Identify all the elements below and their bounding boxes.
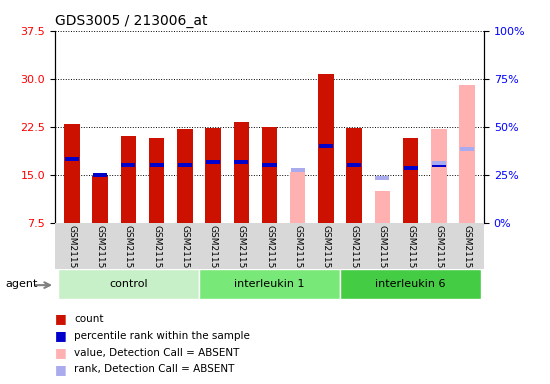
- Text: GSM211505: GSM211505: [208, 225, 218, 280]
- Text: rank, Detection Call = ABSENT: rank, Detection Call = ABSENT: [74, 364, 235, 374]
- Bar: [122, 163, 135, 167]
- Bar: [262, 163, 277, 167]
- Text: GSM211510: GSM211510: [350, 225, 359, 280]
- Bar: [346, 128, 362, 223]
- Text: GSM211506: GSM211506: [237, 225, 246, 280]
- Text: value, Detection Call = ABSENT: value, Detection Call = ABSENT: [74, 348, 240, 358]
- Bar: [459, 85, 475, 223]
- Bar: [149, 137, 164, 223]
- Bar: [150, 163, 164, 167]
- Bar: [234, 122, 249, 223]
- Bar: [347, 163, 361, 167]
- Bar: [290, 172, 305, 223]
- Text: GSM211514: GSM211514: [463, 225, 471, 280]
- Bar: [234, 160, 249, 164]
- Text: GDS3005 / 213006_at: GDS3005 / 213006_at: [55, 14, 207, 28]
- Bar: [432, 161, 446, 165]
- Text: ■: ■: [55, 363, 67, 376]
- Text: GSM211512: GSM211512: [406, 225, 415, 280]
- Text: ■: ■: [55, 329, 67, 342]
- Text: agent: agent: [6, 279, 38, 289]
- Bar: [64, 124, 80, 223]
- FancyBboxPatch shape: [199, 270, 340, 299]
- Text: GSM211507: GSM211507: [265, 225, 274, 280]
- Text: GSM211503: GSM211503: [152, 225, 161, 280]
- Bar: [206, 160, 220, 164]
- Bar: [120, 136, 136, 223]
- Text: interleukin 6: interleukin 6: [375, 279, 446, 289]
- Bar: [403, 137, 419, 223]
- Bar: [290, 168, 305, 172]
- Text: GSM211500: GSM211500: [68, 225, 76, 280]
- FancyBboxPatch shape: [58, 270, 199, 299]
- Bar: [375, 176, 389, 180]
- Bar: [431, 129, 447, 223]
- Bar: [431, 129, 447, 223]
- Bar: [319, 144, 333, 148]
- Bar: [432, 163, 446, 167]
- Bar: [375, 191, 390, 223]
- Text: GSM211504: GSM211504: [180, 225, 189, 280]
- Bar: [262, 127, 277, 223]
- Text: count: count: [74, 314, 104, 324]
- Text: interleukin 1: interleukin 1: [234, 279, 305, 289]
- Bar: [177, 129, 192, 223]
- Text: GSM211509: GSM211509: [321, 225, 331, 280]
- Text: percentile rank within the sample: percentile rank within the sample: [74, 331, 250, 341]
- FancyBboxPatch shape: [340, 270, 481, 299]
- Text: GSM211511: GSM211511: [378, 225, 387, 280]
- Bar: [93, 173, 107, 177]
- Text: GSM211502: GSM211502: [124, 225, 133, 280]
- Text: control: control: [109, 279, 148, 289]
- Text: GSM211508: GSM211508: [293, 225, 302, 280]
- Bar: [460, 147, 474, 151]
- Text: GSM211513: GSM211513: [434, 225, 443, 280]
- Bar: [205, 128, 221, 223]
- Text: GSM211501: GSM211501: [96, 225, 104, 280]
- Bar: [318, 74, 334, 223]
- Text: ■: ■: [55, 312, 67, 325]
- Bar: [65, 157, 79, 161]
- Bar: [92, 176, 108, 223]
- Bar: [404, 166, 417, 170]
- Bar: [178, 163, 192, 167]
- Text: ■: ■: [55, 346, 67, 359]
